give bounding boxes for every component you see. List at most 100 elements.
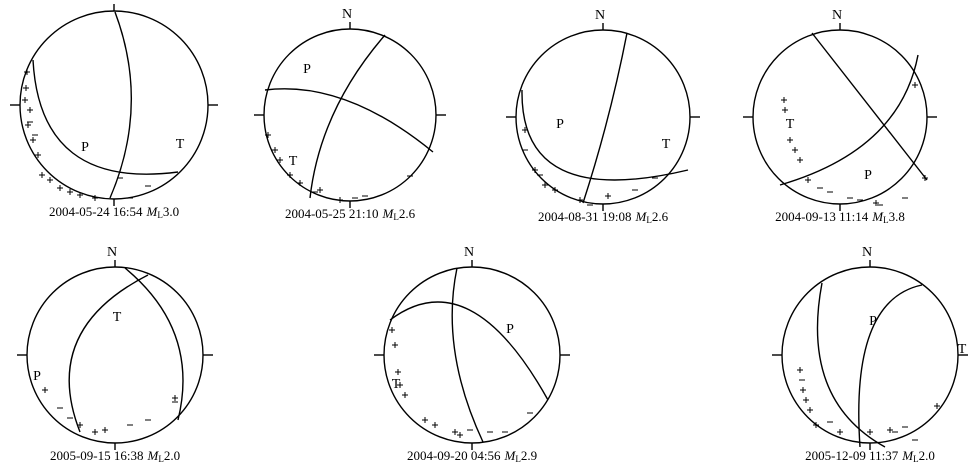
- polarity-plus: [804, 176, 812, 184]
- caption-mag: M: [146, 448, 159, 463]
- caption: 2004-09-13 11:14 ML3.8: [775, 209, 905, 225]
- nodal-plane: [811, 32, 928, 181]
- polarity-plus: [388, 326, 396, 334]
- caption-sub: L: [393, 212, 399, 222]
- polarity-plus: [796, 366, 804, 374]
- north-label: N: [342, 7, 352, 22]
- focal-mechanism: N P T 2004-09-13 11:14 ML3.8: [743, 8, 937, 225]
- north-label: N: [107, 245, 117, 260]
- polarity-plus: [796, 156, 804, 164]
- north-label: N: [595, 8, 605, 23]
- caption-time: 2004-05-24 16:54: [49, 204, 143, 219]
- nodal-plane: [816, 282, 886, 448]
- polarity-plus: [29, 136, 37, 144]
- focal-sphere: [515, 29, 691, 205]
- polarity-plus: [781, 106, 789, 114]
- caption-sub: L: [515, 454, 521, 464]
- caption-time: 2004-05-25 21:10: [285, 206, 379, 221]
- polarity-plus: [836, 428, 844, 436]
- polarity-plus: [21, 96, 29, 104]
- caption-sub: L: [157, 210, 163, 220]
- focal-mechanism: N P T 2005-12-09 11:37 ML2.0: [772, 245, 968, 464]
- focal-mechanism: N P T 2004-08-31 19:08 ML2.6: [506, 8, 700, 225]
- caption-time: 2005-09-15 16:38: [50, 448, 144, 463]
- polarity-plus: [91, 428, 99, 436]
- focal-sphere: [781, 266, 959, 444]
- nodal-plane: [264, 88, 434, 153]
- focal-mechanism: N P T 2004-05-25 21:10 ML2.6: [254, 7, 446, 222]
- polarity-plus: [933, 402, 941, 410]
- polarity-plus: [866, 428, 874, 436]
- polarity-plus: [921, 174, 929, 182]
- polarity-plus: [171, 394, 179, 402]
- caption-sub: L: [646, 215, 652, 225]
- polarity-plus: [24, 121, 32, 129]
- polarity-plus: [401, 391, 409, 399]
- t-axis-label: T: [662, 137, 671, 152]
- caption-value: 2.9: [521, 448, 537, 463]
- nodal-plane: [309, 34, 386, 199]
- polarity-plus: [26, 106, 34, 114]
- polarity-plus: [802, 396, 810, 404]
- caption-value: 2.6: [399, 206, 416, 221]
- caption-time: 2004-09-13 11:14: [775, 209, 869, 224]
- caption-value: 3.0: [163, 204, 179, 219]
- t-axis-label: T: [392, 377, 401, 392]
- nodal-plane: [124, 267, 184, 421]
- p-axis-label: P: [33, 369, 41, 384]
- polarity-plus: [780, 96, 788, 104]
- polarity-plus: [431, 421, 439, 429]
- polarity-plus: [791, 146, 799, 154]
- north-label: N: [832, 8, 842, 23]
- polarity-plus: [46, 176, 54, 184]
- focal-mechanism: N P T 2004-09-20 04:56 ML2.9: [374, 245, 570, 464]
- caption-time: 2004-08-31 19:08: [538, 209, 632, 224]
- caption-value: 2.0: [919, 448, 935, 463]
- caption-mag: M: [871, 209, 884, 224]
- caption: 2004-05-25 21:10 ML2.6: [285, 206, 416, 222]
- polarity-plus: [391, 341, 399, 349]
- nodal-plane: [858, 284, 923, 448]
- nodal-plane: [521, 89, 689, 181]
- p-axis-label: P: [869, 314, 877, 329]
- caption: 2004-09-20 04:56 ML2.9: [407, 448, 537, 464]
- caption-sub: L: [883, 215, 889, 225]
- caption: 2004-05-24 16:54 ML3.0: [49, 204, 179, 220]
- north-label: N: [464, 245, 474, 260]
- caption: 2004-08-31 19:08 ML2.6: [538, 209, 669, 225]
- nodal-plane: [68, 274, 149, 433]
- polarity-plus: [786, 136, 794, 144]
- t-axis-label: T: [289, 154, 298, 169]
- nodal-plane: [32, 59, 179, 175]
- caption-value: 2.0: [164, 448, 180, 463]
- t-axis-label: T: [958, 342, 967, 357]
- caption: 2005-12-09 11:37 ML2.0: [805, 448, 935, 464]
- polarity-plus: [806, 406, 814, 414]
- t-axis-label: T: [176, 137, 185, 152]
- p-axis-label: P: [864, 168, 872, 183]
- north-label: N: [106, 0, 116, 4]
- caption-sub: L: [913, 454, 919, 464]
- p-axis-label: P: [81, 140, 89, 155]
- polarity-plus: [41, 386, 49, 394]
- focal-mechanism: N P T 2005-09-15 16:38 ML2.0: [17, 245, 213, 464]
- caption-mag: M: [503, 448, 516, 463]
- p-axis-label: P: [556, 117, 564, 132]
- p-axis-label: P: [506, 322, 514, 337]
- polarity-plus: [38, 171, 46, 179]
- caption-time: 2004-09-20 04:56: [407, 448, 501, 463]
- caption: 2005-09-15 16:38 ML2.0: [50, 448, 180, 464]
- caption-mag: M: [145, 204, 158, 219]
- caption-mag: M: [381, 206, 394, 221]
- polarity-plus: [394, 368, 402, 376]
- caption-sub: L: [158, 454, 164, 464]
- nodal-plane: [109, 11, 132, 199]
- polarity-plus: [604, 192, 612, 200]
- polarity-plus: [296, 179, 304, 187]
- caption-value: 2.6: [652, 209, 669, 224]
- polarity-plus: [911, 81, 919, 89]
- polarity-plus: [451, 428, 459, 436]
- caption-time: 2005-12-09 11:37: [805, 448, 899, 463]
- focal-sphere: [26, 266, 204, 444]
